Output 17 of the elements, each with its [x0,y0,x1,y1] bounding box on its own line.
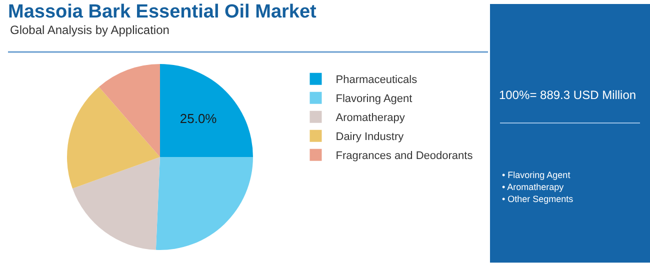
legend-label: Pharmaceuticals [336,74,418,86]
legend-label: Fragrances and Deodorants [336,150,474,162]
data-label: 25.0% [180,110,218,126]
text: 100%= 889.3 USD Million [499,88,636,102]
pie-slice [160,64,253,157]
legend-label: Aromatherapy [336,112,406,124]
chart-subtitle: Global Analysis by Application [10,23,170,37]
text: • Flavoring Agent [502,170,571,180]
text: • Aromatherapy [502,182,564,192]
legend-label: Flavoring Agent [336,93,412,106]
legend-label: Dairy Industry [336,131,404,144]
pie-slice [72,157,160,250]
pie-slice [156,157,253,250]
text: • Other Segments [502,194,574,204]
chart-title: Massoia Bark Essential Oil Market [8,1,318,22]
pie-slice [98,64,160,157]
pie-slice [67,86,160,189]
